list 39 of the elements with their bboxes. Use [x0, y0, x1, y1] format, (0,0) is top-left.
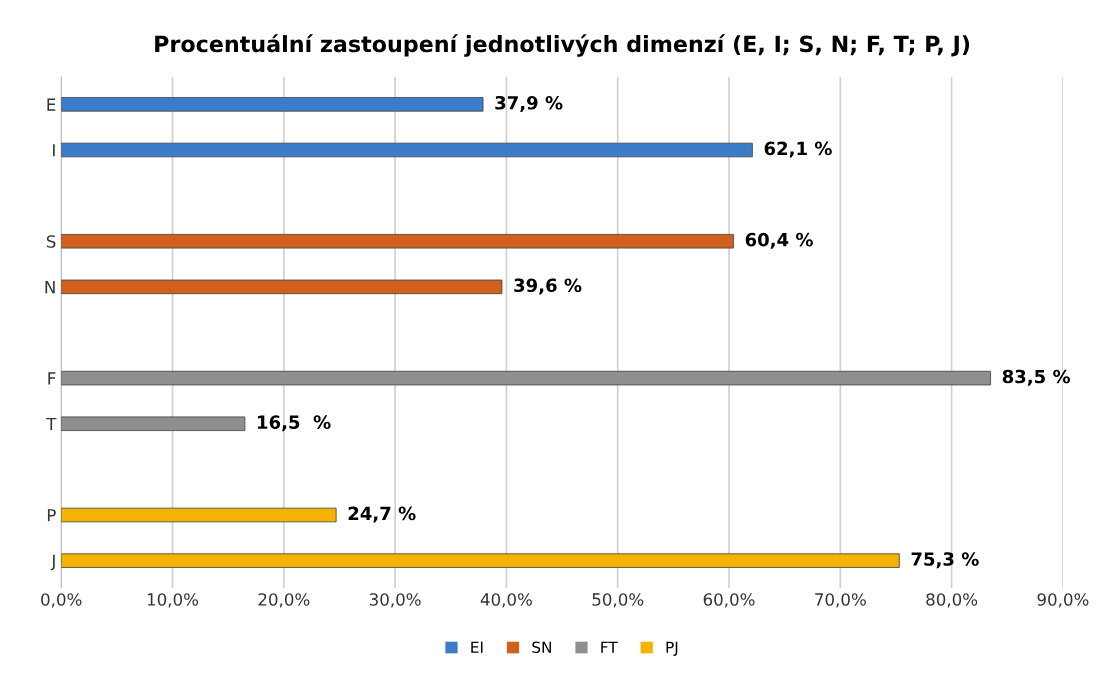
legend-label: EI: [471, 641, 483, 653]
legend-label: PJ: [666, 641, 678, 656]
bar: [61, 142, 753, 158]
legend-label: SN: [532, 641, 551, 654]
bar: [61, 507, 337, 523]
y-tick-label: E: [47, 98, 56, 111]
x-tick-label: 20,0%: [258, 593, 310, 608]
bar: [61, 416, 246, 432]
x-tick-label: 90,0%: [1037, 593, 1089, 608]
chart-title: Procentuální zastoupení jednotlivých dimenzí (E, I; S, N; F, T; P, J): [155, 34, 970, 57]
bar: [61, 233, 734, 249]
x-tick-label: 60,0%: [703, 593, 755, 608]
y-tick-label: N: [45, 281, 55, 294]
x-tick-label: 10,0%: [147, 593, 199, 608]
data-label: 39,6 %: [514, 278, 582, 295]
bar: [61, 553, 900, 568]
data-label: 16,5 %: [258, 415, 331, 432]
x-tick-label: 50,0%: [592, 593, 644, 608]
y-tick-label: S: [46, 235, 56, 248]
data-label: 37,9 %: [495, 95, 563, 112]
data-label: 60,4 %: [745, 232, 813, 249]
x-tick-label: 30,0%: [369, 593, 421, 608]
bar: [61, 97, 484, 112]
data-label: 24,7 %: [348, 506, 416, 523]
y-tick-label: J: [50, 554, 55, 571]
bar: [61, 279, 503, 295]
x-tick-label: 0,0%: [41, 593, 82, 608]
x-tick-label: 70,0%: [815, 593, 866, 608]
x-tick-label: 80,0%: [926, 593, 978, 608]
bar: [61, 370, 991, 386]
x-tick-label: 40,0%: [480, 593, 532, 608]
y-tick-label: F: [48, 372, 56, 385]
y-tick-label: I: [53, 144, 55, 157]
legend-label: FT: [601, 641, 618, 653]
data-label: 83,5 %: [1002, 369, 1071, 386]
data-label: 62,1 %: [764, 141, 832, 158]
y-tick-label: P: [47, 509, 56, 522]
y-tick-label: T: [46, 417, 57, 431]
data-label: 75,3 %: [911, 552, 979, 569]
